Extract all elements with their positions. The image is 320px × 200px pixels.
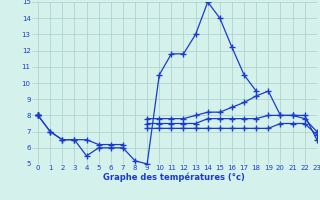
X-axis label: Graphe des températures (°c): Graphe des températures (°c) <box>103 173 245 182</box>
